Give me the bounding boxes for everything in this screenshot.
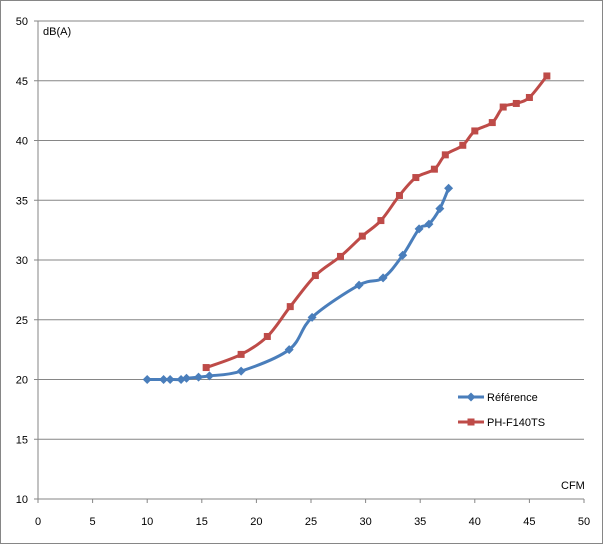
series-2-point-14 — [471, 127, 479, 135]
series-2-point-2 — [237, 350, 245, 358]
y-tick-label-50: 50 — [16, 16, 28, 28]
y-tick-label-30: 30 — [16, 255, 28, 267]
series-2-point-3 — [263, 332, 271, 340]
x-tick-label-15: 15 — [196, 516, 208, 528]
series-2-point-1 — [202, 364, 210, 372]
x-tick-label-50: 50 — [578, 516, 590, 528]
legend-series-1-label: Référence — [487, 392, 538, 404]
series-2-point-15 — [488, 119, 496, 127]
series-1-point-13 — [398, 250, 408, 260]
x-tick-label-20: 20 — [250, 516, 262, 528]
series-2-point-16 — [499, 103, 507, 111]
series-2-point-6 — [336, 252, 344, 260]
legend-series-2-label: PH-F140TS — [487, 417, 545, 429]
series-1-point-6 — [194, 372, 204, 382]
series-1-point-3 — [165, 375, 175, 384]
y-tick-label-15: 15 — [16, 434, 28, 446]
series-2-point-12 — [441, 151, 449, 159]
y-tick-label-40: 40 — [16, 136, 28, 148]
series-2-point-13 — [459, 141, 467, 149]
y-tick-label-45: 45 — [16, 76, 28, 88]
series-2-point-4 — [286, 303, 294, 311]
series-1-point-14 — [414, 224, 424, 234]
x-tick-label-10: 10 — [141, 516, 153, 528]
x-tick-label-5: 5 — [90, 516, 96, 528]
series-1-point-11 — [354, 280, 364, 290]
series-2-point-7 — [358, 232, 366, 240]
series-2-point-18 — [525, 93, 533, 101]
x-axis-title: CFM — [561, 480, 585, 492]
series-2-point-8 — [377, 217, 385, 225]
y-tick-label-35: 35 — [16, 195, 28, 207]
series-1-line — [147, 187, 450, 382]
series-1-point-17 — [444, 183, 454, 193]
series-2-point-5 — [311, 272, 319, 280]
series-1-point-16 — [435, 204, 445, 214]
legend-series-2-marker — [467, 418, 475, 426]
series-1-point-9 — [284, 345, 294, 355]
y-tick-label-20: 20 — [16, 375, 28, 387]
series-1-point-5 — [182, 373, 192, 383]
series-2-point-17 — [512, 99, 520, 107]
y-tick-label-10: 10 — [16, 494, 28, 506]
series-1-point-10 — [307, 312, 317, 322]
series-1-point-8 — [236, 366, 246, 376]
y-tick-label-25: 25 — [16, 315, 28, 327]
legend-series-1-marker — [466, 392, 476, 402]
x-tick-label-30: 30 — [359, 516, 371, 528]
series-1-point-12 — [378, 273, 388, 283]
series-1-point-15 — [424, 219, 434, 229]
y-axis-title: dB(A) — [43, 26, 71, 38]
x-tick-label-0: 0 — [35, 516, 41, 528]
x-tick-label-40: 40 — [469, 516, 481, 528]
series-2-point-19 — [543, 72, 551, 80]
series-2-point-9 — [395, 191, 403, 199]
series-1-point-2 — [159, 375, 169, 384]
x-tick-label-45: 45 — [523, 516, 535, 528]
series-2-point-10 — [412, 174, 420, 182]
series-1-point-7 — [204, 371, 214, 381]
series-1-point-1 — [142, 375, 152, 384]
x-tick-label-35: 35 — [414, 516, 426, 528]
x-tick-label-25: 25 — [305, 516, 317, 528]
series-2-point-11 — [430, 165, 438, 173]
